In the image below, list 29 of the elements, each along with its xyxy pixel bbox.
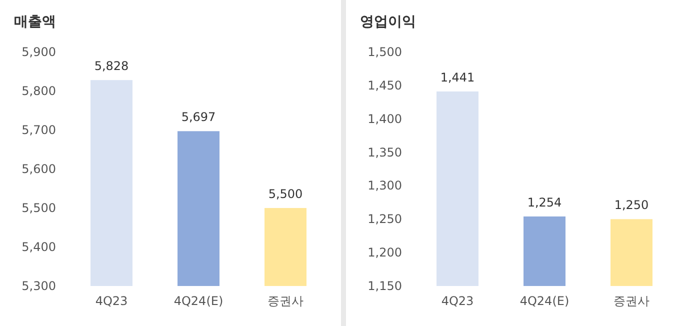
- y-tick-label: 1,350: [368, 145, 402, 160]
- y-tick-label: 5,700: [22, 123, 56, 137]
- y-tick-label: 1,500: [368, 45, 402, 59]
- chart-title: 영업이익: [360, 14, 416, 30]
- data-label: 5,500: [268, 187, 303, 201]
- y-tick-label: 1,450: [368, 78, 402, 92]
- chart-title: 매출액: [14, 14, 56, 30]
- x-tick-label: 증권사: [614, 294, 650, 308]
- data-label: 1,250: [614, 198, 649, 212]
- y-tick-label: 1,150: [368, 279, 402, 293]
- y-tick-label: 5,800: [22, 84, 56, 98]
- y-tick-label: 1,400: [368, 112, 402, 126]
- y-tick-label: 5,900: [22, 45, 56, 59]
- data-label: 1,441: [440, 70, 475, 84]
- x-tick-label: 4Q24(E): [174, 294, 224, 308]
- x-tick-label: 4Q24(E): [520, 294, 570, 308]
- y-tick-label: 5,600: [22, 162, 56, 176]
- data-label: 5,828: [94, 59, 129, 74]
- x-tick-label: 4Q23: [441, 294, 474, 308]
- y-tick-label: 1,200: [368, 246, 402, 260]
- x-tick-label: 증권사: [268, 294, 304, 308]
- y-tick-label: 1,250: [368, 212, 402, 226]
- data-label: 1,254: [527, 195, 562, 210]
- y-tick-label: 5,400: [22, 240, 56, 254]
- y-tick-label: 1,300: [368, 178, 402, 193]
- data-label: 5,697: [181, 110, 216, 124]
- y-tick-label: 5,300: [22, 279, 56, 293]
- x-tick-label: 4Q23: [95, 294, 128, 308]
- y-tick-label: 5,500: [22, 201, 56, 215]
